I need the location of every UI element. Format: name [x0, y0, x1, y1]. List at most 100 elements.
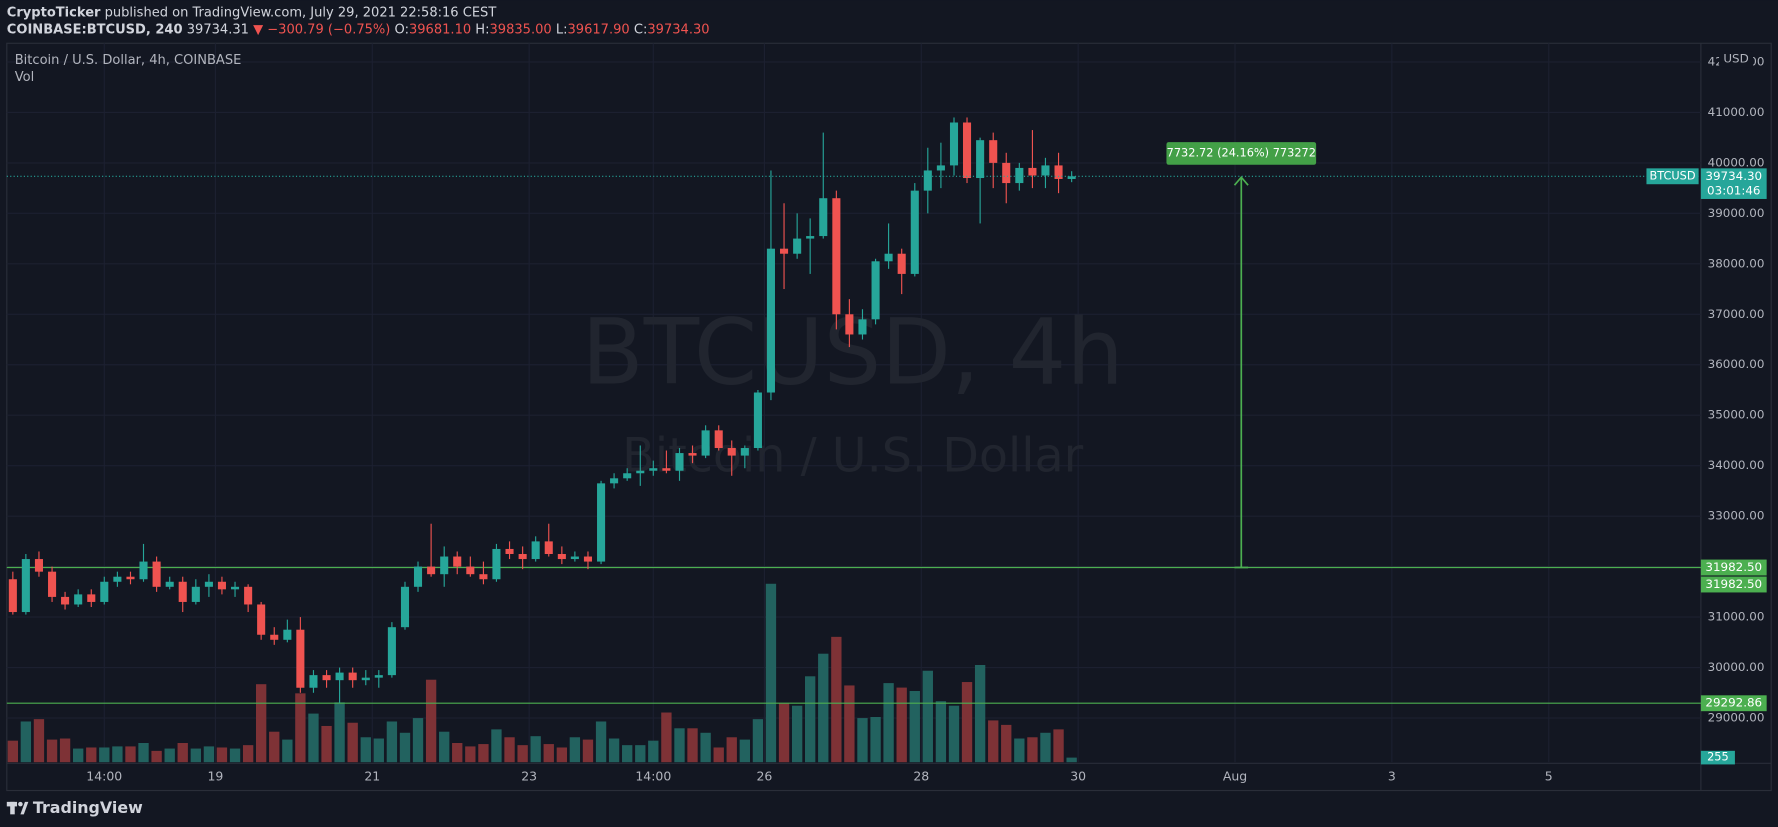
- candle-body: [361, 677, 370, 681]
- candle-body: [871, 261, 880, 320]
- volume-bar: [870, 716, 881, 763]
- candle-body: [1041, 165, 1050, 176]
- candle-body: [1028, 167, 1037, 176]
- watermark-subtitle: Bitcoin / U.S. Dollar: [622, 428, 1083, 483]
- candle-body: [165, 581, 174, 587]
- volume-bar: [818, 653, 829, 763]
- hline-tag: [1700, 559, 1767, 576]
- volume-bar: [608, 738, 620, 763]
- volume-bar: [961, 682, 973, 763]
- volume-bar: [844, 685, 855, 763]
- symbol-line: COINBASE:BTCUSD, 240 39734.31 ▼ −300.79 …: [7, 22, 710, 37]
- plot: 7732.72 (24.16%) 773272: [6, 117, 1701, 763]
- candle-body: [531, 541, 540, 560]
- y-tick-label: 35000.00: [1708, 408, 1765, 422]
- candle-body: [610, 478, 619, 484]
- hline-label: 31982.50: [1705, 560, 1762, 574]
- volume-bar: [896, 687, 907, 763]
- candle-body: [897, 253, 906, 274]
- candle-body: [204, 581, 213, 587]
- volume-bar: [399, 732, 411, 763]
- last: 39734.31: [187, 22, 249, 37]
- volume-bar: [491, 729, 502, 763]
- candle-body: [244, 586, 253, 605]
- x-tick-label: 28: [913, 768, 929, 783]
- candle-body: [570, 556, 579, 560]
- candle-body: [505, 548, 514, 555]
- volume-bar: [857, 718, 868, 763]
- x-tick-label: Aug: [1223, 768, 1247, 783]
- candle-body: [348, 672, 357, 681]
- volume-bar: [791, 705, 803, 763]
- candle-body: [962, 122, 972, 179]
- candle-body: [649, 468, 658, 471]
- volume-bar: [974, 665, 986, 763]
- volume-tag-label: 255: [1707, 750, 1729, 764]
- candle-body: [662, 468, 671, 471]
- y-tick-label: 31000.00: [1708, 610, 1765, 624]
- volume-bar: [190, 748, 201, 763]
- volume-bar: [948, 705, 960, 763]
- volume-bar: [674, 728, 685, 763]
- volume-bar: [739, 739, 751, 763]
- candle-body: [989, 140, 998, 163]
- volume-bar: [86, 747, 97, 763]
- candle-body: [1015, 167, 1024, 184]
- y-tick-label: 30000.00: [1708, 660, 1765, 674]
- y-tick-label: 33000.00: [1708, 509, 1765, 523]
- candle-body: [714, 430, 723, 449]
- candle-body: [1067, 176, 1076, 179]
- countdown: 03:01:46: [1707, 184, 1760, 198]
- volume-bar: [151, 750, 162, 763]
- candle-body: [806, 236, 815, 239]
- chart-frame: [6, 42, 1772, 792]
- volume-bar: [425, 679, 437, 763]
- volume-bar: [648, 740, 659, 763]
- volume-bar: [831, 636, 842, 763]
- volume-bar: [556, 747, 568, 763]
- volume-bar: [20, 721, 32, 763]
- logo-dot: [18, 801, 23, 807]
- volume-bar: [295, 693, 306, 763]
- volume-bar: [321, 725, 332, 763]
- volume-bar: [661, 712, 672, 763]
- candle-body: [949, 122, 959, 166]
- volume-bar: [99, 747, 110, 763]
- candle-body: [557, 554, 566, 560]
- volume-bar: [726, 737, 737, 763]
- volume-tag: [1700, 750, 1735, 765]
- axes: 14:00 19 21 23 14:00 26 28 30 Aug 3 5 29000.00 30000…: [86, 54, 1767, 783]
- volume-bar: [334, 702, 345, 763]
- x-tick-label: 5: [1545, 768, 1553, 783]
- volume-bar: [59, 738, 71, 763]
- volume-bar: [635, 745, 646, 763]
- candle-body: [780, 248, 789, 254]
- volume-bar: [778, 703, 790, 763]
- candle-body: [387, 627, 396, 676]
- last-price-label: 39734.30: [1705, 169, 1762, 183]
- o-label: O:: [395, 22, 409, 37]
- y-tick-label: 41000.00: [1708, 105, 1765, 119]
- y-tick-label: 39000.00: [1708, 206, 1765, 220]
- volume-bar: [452, 742, 463, 763]
- volume-bar: [752, 719, 764, 763]
- volume-bar: [269, 731, 280, 763]
- volume-bar: [373, 738, 384, 763]
- candle-body: [283, 629, 292, 640]
- volume-bar: [177, 742, 188, 763]
- candle-body: [257, 604, 266, 635]
- brand: TradingView: [33, 798, 143, 817]
- logo-stem: [10, 801, 15, 815]
- volume-bar: [700, 732, 711, 763]
- y-tick-label: 37000.00: [1708, 307, 1765, 321]
- volume-bar: [569, 737, 581, 763]
- volume-bar: [1066, 757, 1077, 763]
- candle-body: [845, 314, 854, 335]
- change: ▼ −300.79 (−0.75%): [253, 22, 390, 37]
- volume-bar: [203, 746, 215, 763]
- h-value: 39835.00: [490, 22, 552, 37]
- x-tick-label: 26: [757, 768, 773, 783]
- volume-bar: [439, 731, 450, 763]
- candle-body: [753, 392, 762, 449]
